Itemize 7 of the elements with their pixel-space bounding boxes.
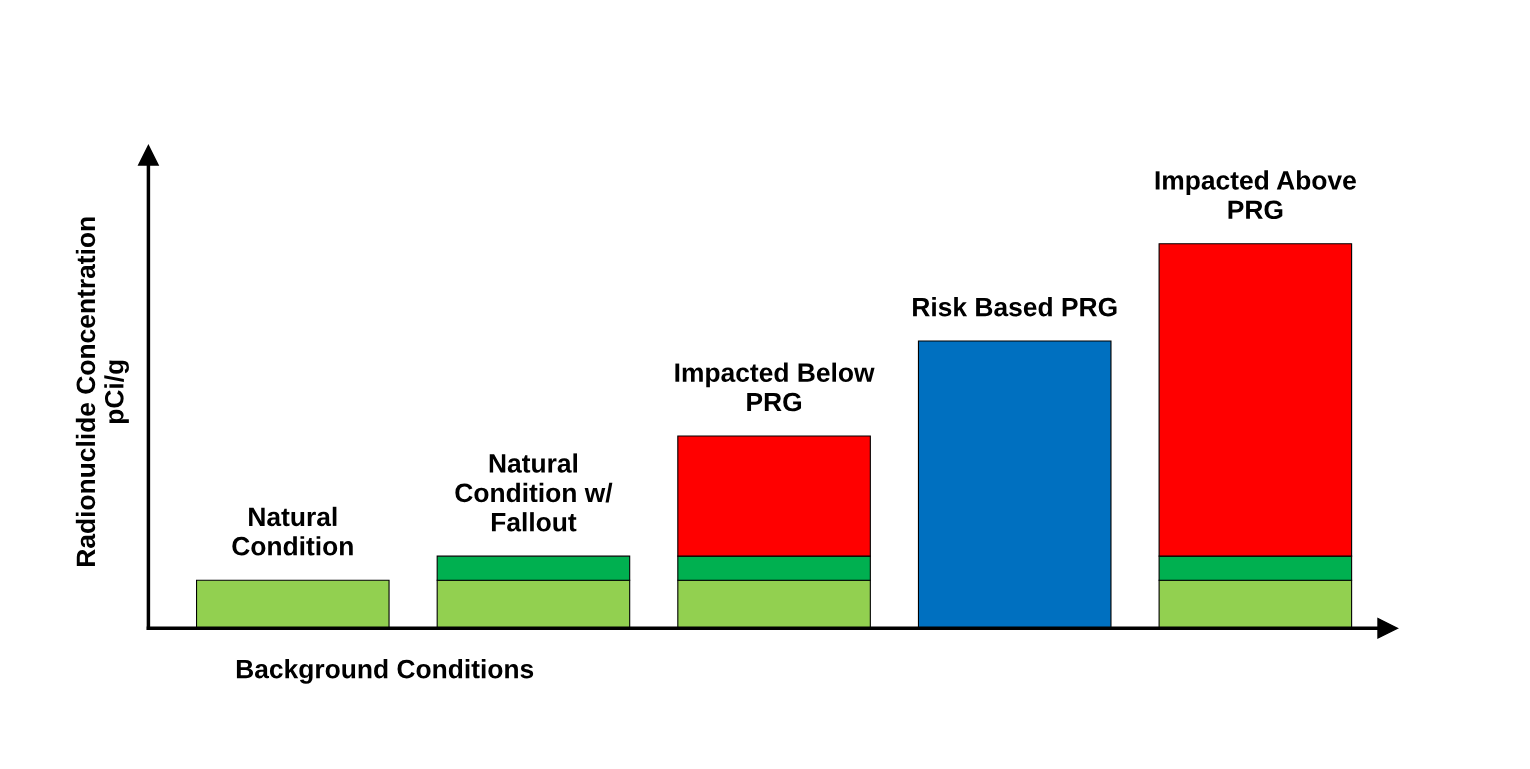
x-tick-label: Risk Based PRG: [913, 297, 1117, 317]
x-tick-label: Impacted Below PRG: [675, 362, 875, 412]
x-tick-label: Natural Condition: [232, 506, 353, 556]
x-tick-label: Impacted Above PRG: [1155, 170, 1356, 220]
y-axis-title: Radionuclide Concentration pCi/g: [75, 217, 129, 566]
x-axis-title: Background Conditions: [236, 659, 534, 684]
x-tick-label: Natural Condition w/ Fallout: [455, 453, 613, 532]
